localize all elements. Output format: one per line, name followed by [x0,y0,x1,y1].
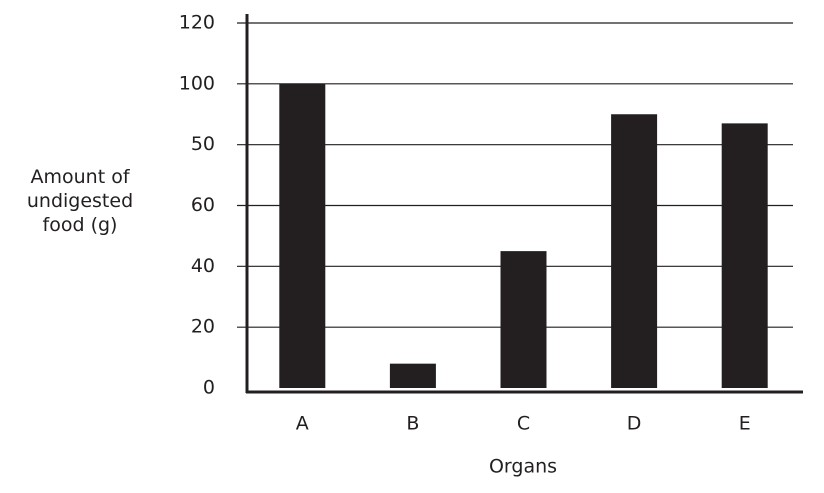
y-tick-label: 40 [191,255,215,277]
x-tick-label: A [296,413,309,435]
x-tick-label: C [517,413,530,435]
bar [611,114,658,388]
bar [279,83,326,388]
y-tick-label: 120 [179,12,215,34]
x-tick-label: B [406,413,419,435]
bar [389,363,436,388]
y-tick-label: 20 [191,316,215,338]
y-tick-label: 60 [191,194,215,216]
x-tick-label: E [739,413,751,435]
y-tick-label: 50 [191,133,215,155]
y-tick-label: 100 [179,72,215,94]
y-tick-label: 0 [203,377,215,399]
x-tick-label: D [627,413,642,435]
x-axis-label: Organs [489,456,557,478]
bar [721,123,768,388]
y-axis-label: Amount of undigested food (g) [26,166,134,236]
bar [500,251,547,388]
